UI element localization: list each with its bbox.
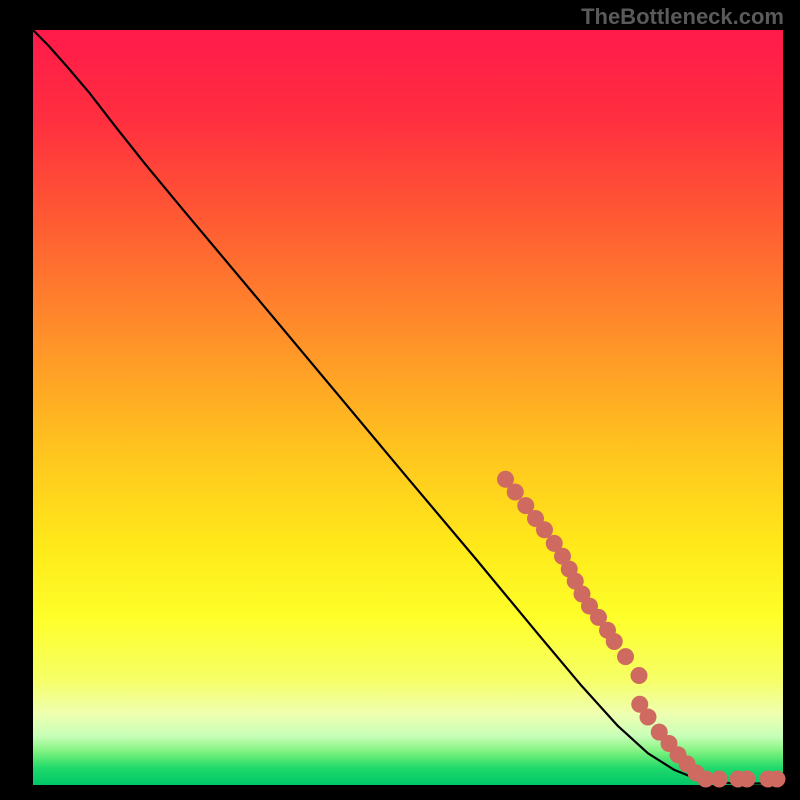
data-point: [769, 770, 786, 787]
data-point: [507, 484, 524, 501]
data-point: [739, 770, 756, 787]
data-point: [617, 648, 634, 665]
data-point: [631, 667, 648, 684]
plot-area: [33, 30, 783, 785]
data-point: [536, 521, 553, 538]
data-point: [711, 770, 728, 787]
dot-layer: [33, 30, 783, 785]
data-point: [606, 633, 623, 650]
watermark-text: TheBottleneck.com: [581, 4, 784, 30]
data-point: [640, 709, 657, 726]
